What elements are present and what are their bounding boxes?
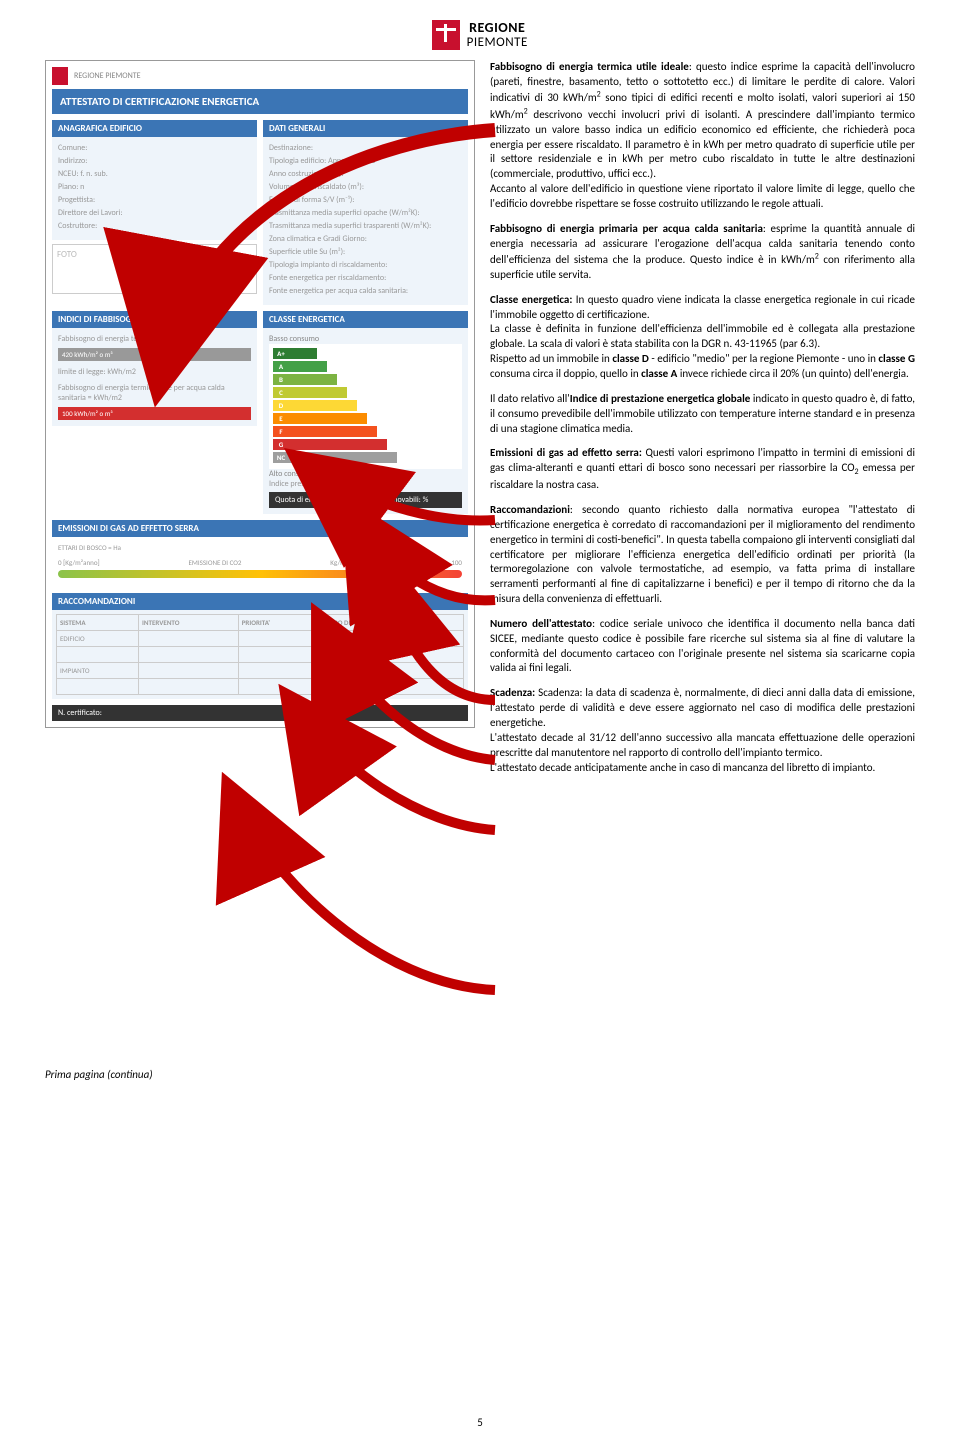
classe-index: Indice prest. energ. globale: kWh/m2 (269, 479, 462, 489)
scale-row: A (273, 361, 458, 372)
progress-bar-2: 100 kWh/m² o m³ (58, 407, 251, 420)
dati-field: Zona climatica e Gradi Giorno: (269, 234, 462, 244)
shield-icon (432, 20, 460, 50)
section-classe: CLASSE ENERGETICA (263, 311, 468, 328)
p4: Il dato relativo all'Indice di prestazio… (490, 392, 915, 435)
dati-field: Fonte energetica per acqua calda sanitar… (269, 286, 462, 296)
scale-row: E (273, 413, 458, 424)
anagrafica-field: Progettista: (58, 195, 251, 205)
p1b: Accanto al valore dell'edificio in quest… (490, 182, 915, 210)
dati-field: Anno costruzione (m²): (269, 169, 462, 179)
p3b: La classe è definita in funzione dell'ef… (490, 322, 915, 350)
ettari-bosco: ETTARI DI BOSCO = Ha (58, 543, 462, 552)
caption: Prima pagina (continua) (45, 1068, 475, 1081)
indici-field: Fabbisogno di energia termica utile idea… (58, 334, 251, 344)
p6: : secondo quanto richiesto dalla normati… (490, 503, 915, 605)
dati-field: Tipologia edificio: Appartamento (269, 156, 462, 166)
raccom-header: TEMPO DI RITORNO (318, 615, 464, 631)
anagrafica-field: Piano: n (58, 182, 251, 192)
p8b: L'attestato decade al 31/12 dell'anno su… (490, 731, 915, 759)
anagrafica-field: Indirizzo: (58, 156, 251, 166)
indici-limit: limite di legge: kWh/m2 (58, 367, 251, 377)
certificate-preview: REGIONE PIEMONTE ATTESTATO DI CERTIFICAZ… (45, 60, 475, 728)
co2-min: 0 [Kg/m²anno] (58, 558, 100, 567)
raccom-row: EDIFICIO (57, 631, 464, 647)
n-certificato: N. certificato: (52, 705, 468, 721)
dati-field: Destinazione: (269, 143, 462, 153)
section-emissioni: EMISSIONI DI GAS AD EFFETTO SERRA (52, 520, 468, 537)
scale-row: F (273, 426, 458, 437)
dati-field: Tipologia impianto di riscaldamento: (269, 260, 462, 270)
section-indici: INDICI DI FABBISOGNO DELL'EDIFICIO (52, 311, 257, 328)
explanation-text: Fabbisogno di energia termica utile idea… (490, 60, 915, 1081)
p3c: Rispetto ad un immobile in classe D - ed… (490, 352, 915, 380)
p8c: L'attestato decade anticipatamente anche… (490, 761, 875, 774)
header-logo: REGIONEPIEMONTE (45, 20, 915, 50)
dati-field: Fonte energetica per riscaldamento: (269, 273, 462, 283)
co2-unit: Kg/m²anno (330, 558, 362, 567)
classe-quota: Quota di energia coperta da fonti rinnov… (269, 492, 462, 508)
mini-shield-icon (52, 67, 68, 85)
dati-field: Volume lordo riscaldato (m³): (269, 182, 462, 192)
alto-consumo: Alto consumo (269, 469, 462, 479)
mini-brand: REGIONE PIEMONTE (74, 71, 141, 81)
dati-field: Fattore di forma S/V (m⁻¹): (269, 195, 462, 205)
anagrafica-field: Comune: (58, 143, 251, 153)
anagrafica-field: Direttore dei Lavori: (58, 208, 251, 218)
raccom-row (57, 647, 464, 663)
scale-row: NC (273, 452, 458, 463)
logo-text: REGIONEPIEMONTE (467, 21, 528, 49)
section-raccom: RACCOMANDAZIONI (52, 593, 468, 610)
section-dati: DATI GENERALI (263, 120, 468, 137)
page-number: 5 (477, 1416, 483, 1429)
dati-field: Trasmittanza media superfici trasparenti… (269, 221, 462, 231)
raccom-row (57, 679, 464, 695)
p1: : questo indice esprime la capacità dell… (490, 60, 915, 180)
energy-scale: A+ ABCDEFG NC (269, 344, 462, 469)
co2-label: EMISSIONE DI CO2 (188, 558, 241, 567)
raccom-row: IMPIANTO (57, 663, 464, 679)
co2-gauge (58, 570, 462, 578)
raccom-header: PRIORITA' (238, 615, 317, 631)
indici-acs: Fabbisogno di energia termica utile per … (58, 383, 251, 403)
scale-row: A+ (273, 348, 458, 359)
foto-placeholder: FOTO (52, 244, 257, 294)
raccom-header: SISTEMA (57, 615, 139, 631)
raccom-table: SISTEMAINTERVENTOPRIORITA'TEMPO DI RITOR… (56, 614, 464, 695)
basso-consumo: Basso consumo (269, 334, 462, 344)
anagrafica-field: NCEU: f. n. sub. (58, 169, 251, 179)
scale-row: C (273, 387, 458, 398)
cert-title: ATTESTATO DI CERTIFICAZIONE ENERGETICA (52, 89, 468, 114)
scale-row: G (273, 439, 458, 450)
section-anagrafica: ANAGRAFICA EDIFICIO (52, 120, 257, 137)
dati-field: Trasmittanza media superfici opache (W/m… (269, 208, 462, 218)
co2-max: 100 (451, 558, 462, 567)
raccom-header: INTERVENTO (139, 615, 239, 631)
scale-row: D (273, 400, 458, 411)
dati-field: Superficie utile Su (m²): (269, 247, 462, 257)
anagrafica-field: Costruttore: (58, 221, 251, 231)
p8: Scadenza: la data di scadenza è, normalm… (490, 686, 915, 729)
progress-bar: 420 kWh/m² o m³ (58, 348, 251, 361)
scale-row: B (273, 374, 458, 385)
